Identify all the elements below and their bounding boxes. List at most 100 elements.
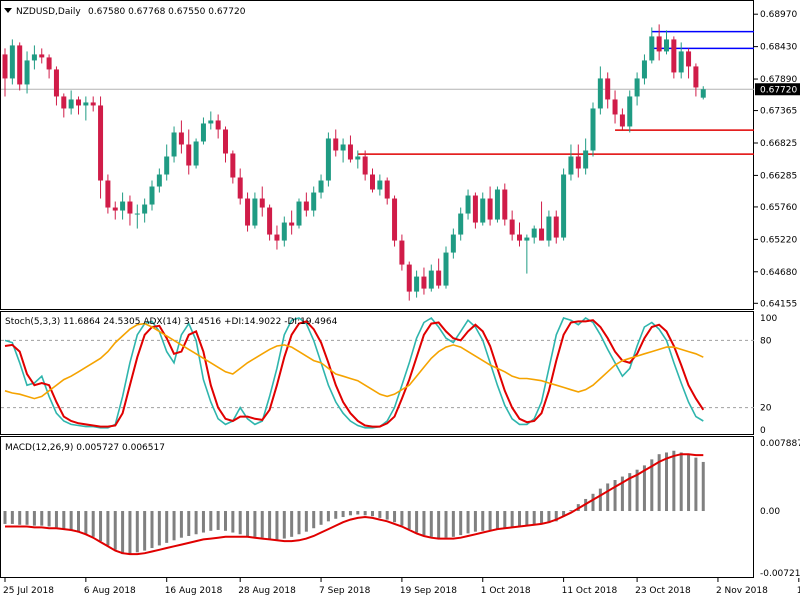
macd-y-tick-label: -0.007217	[760, 569, 800, 579]
stoch-y-tick-label: 80	[760, 336, 772, 346]
x-tick-label: 6 Aug 2018	[84, 586, 136, 596]
candle-body	[428, 270, 434, 289]
candle-body	[450, 234, 456, 253]
candle-body	[502, 189, 508, 220]
macd-layer	[3, 450, 705, 556]
macd-histogram-bar	[481, 511, 485, 531]
macd-histogram-bar	[547, 511, 551, 524]
candle-body	[406, 264, 412, 292]
x-tick-label: 2 Nov 2018	[716, 586, 768, 596]
stoch-layer	[1, 316, 754, 429]
macd-histogram-bar	[3, 511, 7, 524]
stoch-y-tick-label: 0	[760, 426, 766, 436]
panel-frames	[0, 0, 754, 578]
macd-histogram-bar	[473, 511, 477, 532]
macd-label: MACD(12,26,9) 0.005727 0.006517	[5, 443, 165, 453]
macd-histogram-bar	[495, 511, 499, 530]
x-tick-label: 19 Sep 2018	[400, 586, 457, 596]
macd-histogram-bar	[459, 511, 463, 536]
candle-body	[678, 51, 684, 73]
macd-histogram-bar	[650, 459, 654, 512]
candle-body	[39, 54, 45, 58]
macd-histogram-bar	[106, 511, 110, 546]
macd-histogram-bar	[694, 457, 698, 512]
candle-body	[472, 195, 478, 223]
price-y-tick-label: 0.67365	[760, 107, 797, 117]
candle-body	[76, 99, 81, 106]
candle-body	[524, 237, 530, 241]
candle-body	[649, 36, 655, 61]
candle-body	[156, 174, 162, 187]
candle-body	[325, 138, 331, 181]
candle-body	[105, 180, 111, 208]
candle-body	[230, 153, 236, 178]
candle-body	[546, 216, 552, 241]
candle-body	[98, 105, 104, 181]
candle-body	[208, 120, 214, 124]
candle-body	[436, 270, 442, 286]
macd-histogram-bar	[348, 511, 352, 516]
price-y-tick-label: 0.66285	[760, 171, 797, 181]
candle-body	[664, 39, 669, 52]
macd-histogram-bar	[591, 493, 595, 512]
macd-histogram-bar	[466, 511, 470, 534]
macd-histogram-bar	[91, 511, 95, 537]
macd-histogram-bar	[275, 511, 279, 540]
candle-body	[561, 174, 567, 238]
macd-histogram-bar	[231, 511, 235, 533]
macd-histogram-bar	[209, 511, 213, 531]
macd-histogram-bar	[665, 452, 668, 512]
current-price-label: 0.67720	[760, 85, 797, 95]
macd-histogram-bar	[216, 511, 220, 530]
macd-histogram-bar	[687, 454, 691, 512]
macd-histogram-bar	[135, 511, 139, 553]
price-y-tick-label: 0.65220	[760, 235, 797, 245]
macd-histogram-bar	[385, 511, 389, 520]
macd-histogram-bar	[628, 473, 632, 512]
macd-histogram-bar	[701, 461, 705, 512]
x-tick-label: 7 Sep 2018	[319, 586, 371, 596]
candle-body	[612, 99, 618, 115]
candle-body	[303, 201, 309, 211]
candle-body	[200, 123, 206, 142]
macd-y-tick-label: 0.007887	[760, 439, 800, 449]
candle-body	[267, 207, 273, 235]
macd-histogram-bar	[187, 511, 191, 536]
candle-body	[700, 89, 706, 98]
candle-body	[318, 180, 324, 193]
x-tick-label: 28 Aug 2018	[238, 586, 296, 596]
candle-body	[362, 156, 368, 175]
candle-body	[605, 78, 611, 100]
macd-histogram-bar	[488, 511, 492, 530]
candle-body	[671, 39, 677, 73]
macd-histogram-bar	[194, 511, 198, 535]
macd-histogram-bar	[319, 511, 323, 525]
indicator-line	[4, 316, 704, 429]
macd-histogram-bar	[84, 511, 88, 535]
macd-histogram-bar	[253, 511, 257, 537]
dropdown-triangle-icon[interactable]	[4, 8, 12, 13]
indicator-line	[4, 322, 704, 400]
price-y-tick-label: 0.64680	[760, 268, 797, 278]
macd-histogram-bar	[165, 511, 169, 543]
macd-histogram-bar	[620, 476, 624, 512]
macd-histogram-bar	[679, 452, 683, 512]
candle-body	[531, 228, 537, 238]
candle-body	[281, 222, 287, 241]
candle-body	[693, 66, 699, 88]
macd-histogram-bar	[77, 511, 80, 533]
macd-histogram-bar	[10, 511, 14, 524]
symbol-label: NZDUSD,Daily	[16, 7, 81, 17]
macd-histogram-bar	[246, 511, 250, 536]
price-y-tick-label: 0.64155	[760, 299, 797, 309]
macd-histogram-bar	[62, 511, 66, 530]
macd-histogram-bar	[642, 465, 646, 512]
candle-body	[370, 174, 375, 190]
candle-body	[517, 234, 522, 241]
candle-body	[340, 144, 346, 151]
macd-histogram-bar	[540, 511, 544, 524]
candle-body	[634, 78, 640, 97]
macd-histogram-bar	[54, 511, 58, 528]
macd-histogram-bar	[47, 511, 51, 527]
